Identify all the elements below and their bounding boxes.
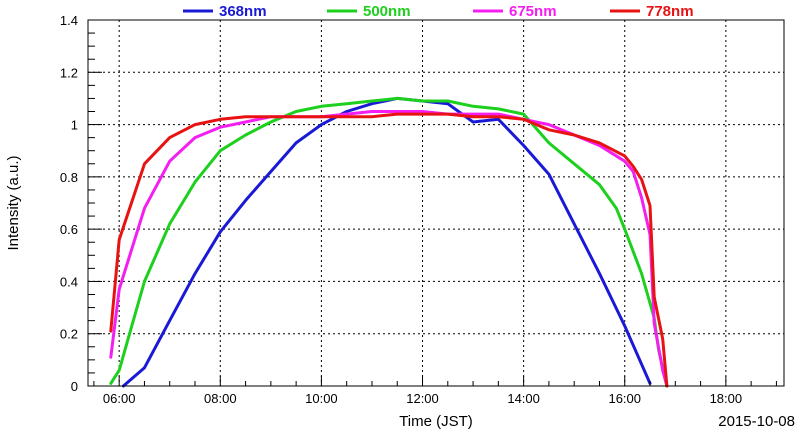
series-lines (109, 96, 669, 388)
y-tick-label: 1 (71, 118, 78, 133)
series-line-368nm (121, 96, 652, 388)
legend: 368nm 500nm 675nm 778nm (183, 3, 694, 20)
y-axis-title: Intensity (a.u.) (5, 155, 22, 250)
x-tick-label: 12:00 (406, 391, 439, 406)
x-tick-label: 06:00 (103, 391, 136, 406)
legend-label-500nm: 500nm (363, 3, 411, 20)
plot-frame (87, 19, 785, 387)
x-tick-label: 08:00 (204, 391, 237, 406)
y-tick-label: 0.8 (60, 170, 78, 185)
series-line-500nm (109, 96, 669, 388)
axis-ticks: 06:00 08:00 10:00 12:00 14:00 16:00 18:00 0 0.2 0… (60, 13, 777, 406)
series-line-675nm (109, 110, 669, 388)
legend-label-778nm: 778nm (646, 3, 694, 20)
x-axis-title: Time (JST) (399, 413, 473, 430)
legend-label-675nm: 675nm (509, 3, 557, 20)
y-tick-label: 0.6 (60, 222, 78, 237)
y-tick-label: 1.4 (60, 13, 78, 28)
y-tick-label: 0 (71, 379, 78, 394)
grid-lines (88, 20, 784, 386)
x-tick-label: 14:00 (507, 391, 540, 406)
x-tick-label: 16:00 (608, 391, 641, 406)
series-line-778nm (109, 112, 669, 388)
x-tick-label: 18:00 (710, 391, 743, 406)
y-tick-label: 1.2 (60, 65, 78, 80)
y-tick-label: 0.4 (60, 274, 78, 289)
legend-label-368nm: 368nm (219, 3, 267, 20)
y-tick-label: 0.2 (60, 327, 78, 342)
x-tick-label: 10:00 (305, 391, 338, 406)
date-label: 2015-10-08 (718, 413, 795, 430)
